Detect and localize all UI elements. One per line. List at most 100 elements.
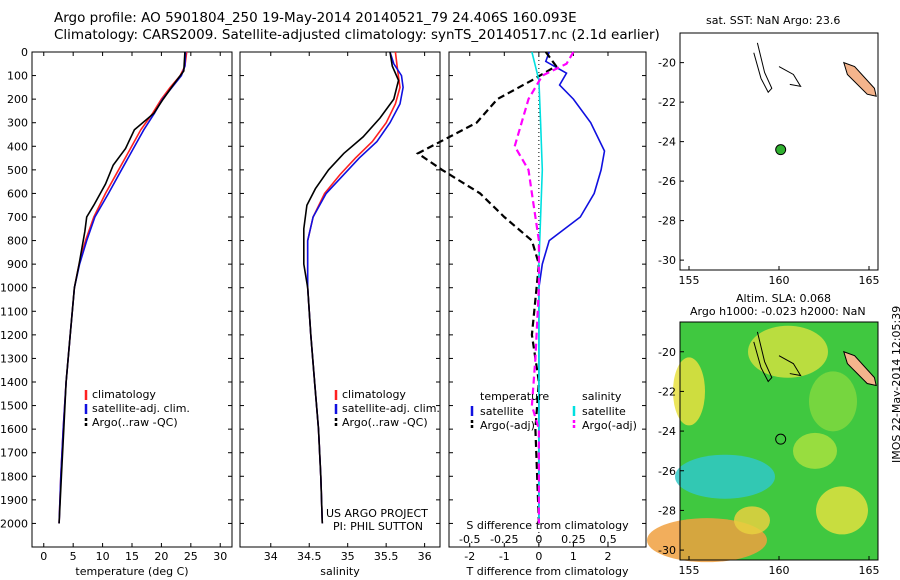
legend-label: Argo(..raw -QC) [342,416,428,429]
y-tick-label: 400 [7,140,28,153]
legend-label: Argo(-adj) [480,419,535,432]
land-new-caledonia [843,61,877,97]
map-y-tick-label: -20 [658,346,676,359]
reef-outline [753,331,773,383]
salinity-profile-frame [239,51,441,548]
x-tick-label: 25 [184,550,198,563]
x-tick-label: 0 [535,550,542,563]
y-tick-label: 2000 [0,517,28,530]
sla-anomaly [748,325,828,378]
x-tick-label: 5 [70,550,77,563]
series-s-satellite [531,51,544,524]
sla-anomaly [647,518,767,563]
y-tick-label: 1500 [0,400,28,413]
y-tick-label: 1900 [0,494,28,507]
sst-map-title: sat. SST: NaN Argo: 23.6 [706,14,841,27]
sla-anomaly [734,506,770,535]
reef-outline [753,42,773,94]
legend-label: climatology [92,388,156,401]
reef-outline [778,355,802,377]
legend-label: Argo(-adj) [582,419,637,432]
sst-map [679,32,879,271]
argo-float-marker [775,144,787,156]
map-y-tick-label: -26 [658,465,676,478]
map-x-tick-label: 160 [769,564,790,577]
x-tick-label: 36 [418,550,432,563]
sla-anomaly [816,486,868,535]
series-t-argo-adj- [415,51,558,524]
series-argo-raw-qc- [58,51,186,524]
series-satellite-adj-clim- [306,51,404,524]
sla-anomaly [809,371,857,432]
series-satellite-adj-clim- [58,51,187,524]
series-t-satellite [538,51,606,524]
map-y-tick-label: -30 [658,544,676,557]
x-tick-label: 35.5 [374,550,399,563]
y-tick-label: 1000 [0,282,28,295]
x-tick-label: -1 [499,550,510,563]
sla-anomaly [675,454,775,499]
y-tick-label: 1200 [0,329,28,342]
x-tick-label-secondary: 0.25 [561,533,586,546]
x-tick-label: -2 [464,550,475,563]
x-tick-label: 1 [570,550,577,563]
map-y-tick-label: -22 [658,385,676,398]
x-tick-label: 2 [604,550,611,563]
x-tick-label-secondary: -0.5 [459,533,480,546]
x-tick-label-secondary: -0.25 [490,533,518,546]
y-tick-label: 1700 [0,447,28,460]
y-tick-label: 1600 [0,423,28,436]
x-tick-label: 35 [341,550,355,563]
legend-heading: temperature [480,390,549,403]
x-axis-label-secondary: S difference from climatology [466,519,629,532]
legend-label: satellite-adj. clim. [92,402,190,415]
y-tick-label: 900 [7,258,28,271]
sla-map-title-1: Altim. SLA: 0.068 [736,292,832,305]
map-x-tick-label: 160 [769,274,790,287]
reef-outline [778,66,802,88]
y-tick-label: 1800 [0,470,28,483]
series-climatology [306,51,401,524]
x-tick-label: 34.5 [297,550,322,563]
x-tick-label-secondary: 0 [535,533,542,546]
sla-map-title-2: Argo h1000: -0.023 h2000: NaN [690,305,866,318]
y-tick-label: 1100 [0,305,28,318]
argo-float-marker [775,433,787,445]
x-tick-label: 20 [154,550,168,563]
map-y-tick-label: -24 [658,136,676,149]
sla-map [647,321,879,563]
y-tick-label: 300 [7,117,28,130]
series-s-argo-adj- [513,51,575,524]
map-x-tick-label: 165 [859,274,880,287]
map-y-tick-label: -28 [658,504,676,517]
x-tick-label: 34 [264,550,278,563]
x-axis-label: T difference from climatology [466,565,629,578]
map-y-tick-label: -22 [658,96,676,109]
x-axis-label: temperature (deg C) [75,565,188,578]
y-tick-label: 700 [7,211,28,224]
series-climatology [58,51,188,524]
legend-label: climatology [342,388,406,401]
project-label: US ARGO PROJECT [326,507,428,520]
map-x-tick-label: 155 [679,564,700,577]
x-axis-label: salinity [320,565,360,578]
pi-label: PI: PHIL SUTTON [333,520,424,533]
y-tick-label: 1400 [0,376,28,389]
map-y-tick-label: -26 [658,175,676,188]
y-tick-label: 1300 [0,352,28,365]
map-y-tick-label: -28 [658,215,676,228]
legend-heading: salinity [582,390,622,403]
map-x-tick-label: 165 [859,564,880,577]
legend-label: satellite [480,405,524,418]
profile-title: Argo profile: AO 5901804_250 19-May-2014… [54,10,577,26]
climatology-title: Climatology: CARS2009. Satellite-adjuste… [54,27,660,43]
map-y-tick-label: -30 [658,254,676,267]
legend-label: Argo(..raw -QC) [92,416,178,429]
imos-timestamp: IMOS 22-May-2014 12:05:39 [890,305,900,463]
series-argo-raw-qc- [302,51,400,524]
legend-label: satellite-adj. clim. [342,402,440,415]
x-tick-label: 0 [40,550,47,563]
x-tick-label: 30 [213,550,227,563]
legend-label: satellite [582,405,626,418]
